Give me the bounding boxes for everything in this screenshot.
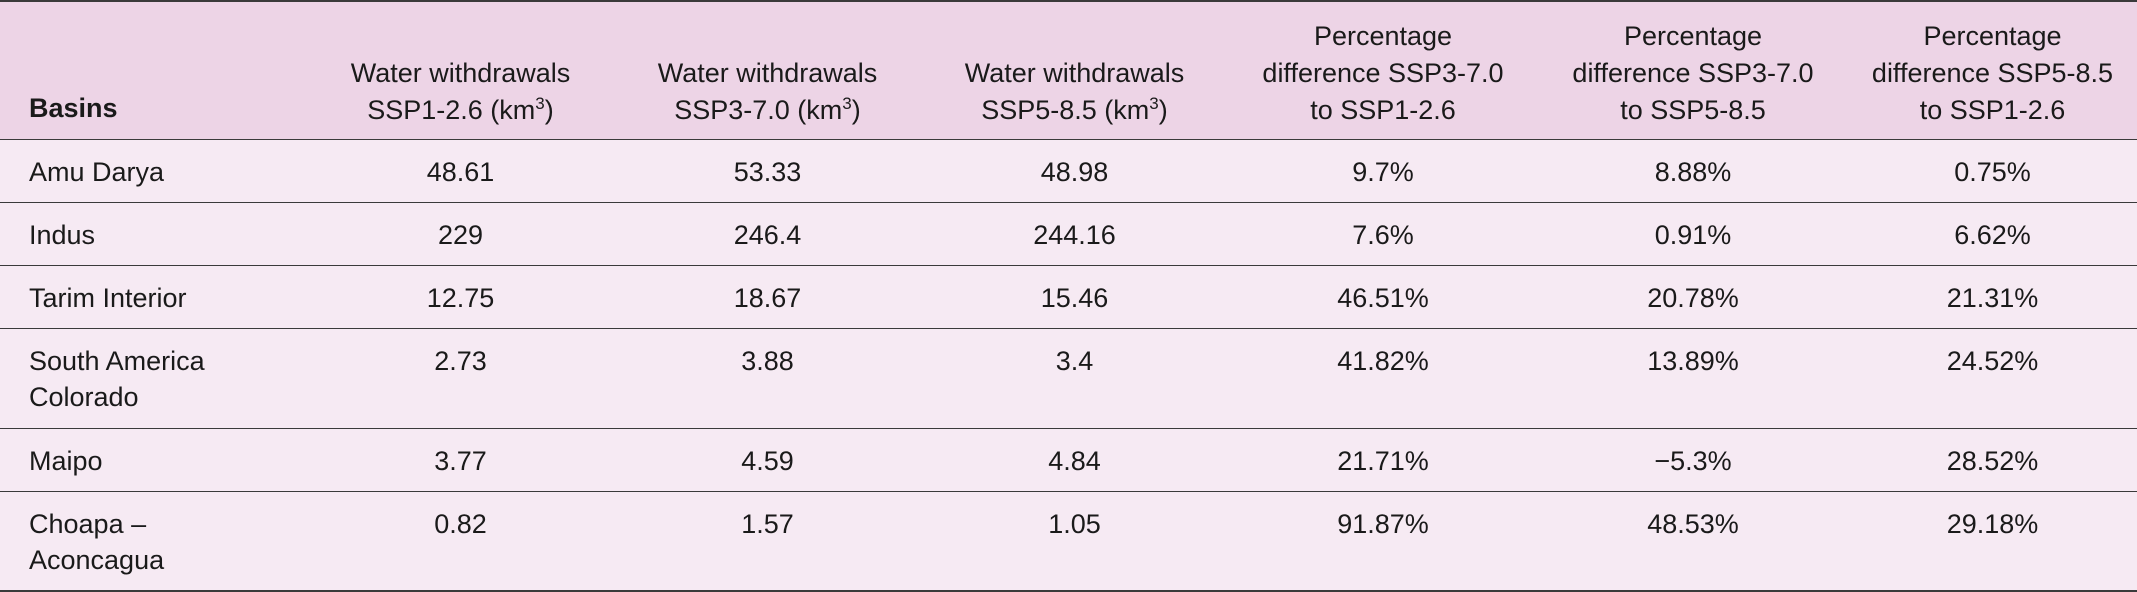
column-header-label: Water withdrawals bbox=[350, 57, 571, 88]
basin-name: South America bbox=[29, 345, 205, 376]
table-cell: 15.46 bbox=[921, 265, 1228, 329]
basin-name-cell: Tarim Interior bbox=[0, 265, 307, 329]
table-cell: 48.53% bbox=[1538, 491, 1848, 592]
column-header-label: ) bbox=[544, 94, 554, 125]
table-row: South America Colorado 2.73 3.88 3.4 41.8… bbox=[0, 328, 2137, 429]
column-header-label: Percentage bbox=[1313, 20, 1453, 51]
table-cell: 48.61 bbox=[307, 139, 614, 203]
table-cell: 1.05 bbox=[921, 491, 1228, 592]
column-header-label: SSP1-2.6 (km bbox=[367, 94, 536, 125]
column-header-label: Percentage bbox=[1923, 20, 2062, 51]
column-header-label: to SSP1-2.6 bbox=[1310, 94, 1456, 125]
column-header-label: Water withdrawals bbox=[657, 57, 878, 88]
column-header-label: difference SSP3-7.0 bbox=[1572, 57, 1814, 88]
table-cell: 13.89% bbox=[1538, 328, 1848, 429]
column-header-label: to SSP1-2.6 bbox=[1919, 94, 2066, 125]
basin-name-line2: Aconcagua bbox=[29, 544, 165, 575]
table-row: Maipo 3.77 4.59 4.84 21.71% −5.3% 28.52% bbox=[0, 428, 2137, 492]
table-row: Indus 229 246.4 244.16 7.6% 0.91% 6.62% bbox=[0, 202, 2137, 266]
column-header-label: to SSP5-8.5 bbox=[1620, 94, 1766, 125]
table-cell: 1.57 bbox=[614, 491, 921, 592]
basin-name: Amu Darya bbox=[29, 156, 165, 187]
table-cell: 21.71% bbox=[1228, 428, 1538, 492]
basin-name-line2: Colorado bbox=[29, 381, 139, 412]
table-row: Amu Darya 48.61 53.33 48.98 9.7% 8.88% 0… bbox=[0, 139, 2137, 203]
table-cell: 8.88% bbox=[1538, 139, 1848, 203]
table-cell: 18.67 bbox=[614, 265, 921, 329]
column-header-ssp5-withdrawals: Water withdrawals SSP5-8.5 (km3) bbox=[921, 0, 1228, 140]
basin-name-cell: Amu Darya bbox=[0, 139, 307, 203]
basin-name: Indus bbox=[29, 219, 96, 250]
table-cell: 12.75 bbox=[307, 265, 614, 329]
table-row: Choapa – Aconcagua 0.82 1.57 1.05 91.87% … bbox=[0, 491, 2137, 592]
column-header-label: Basins bbox=[29, 92, 118, 123]
table-cell: 48.98 bbox=[921, 139, 1228, 203]
column-header-pct-ssp3-to-ssp5: Percentage difference SSP3-7.0 to SSP5-8… bbox=[1538, 0, 1848, 140]
table-cell: 6.62% bbox=[1848, 202, 2137, 266]
column-header-pct-ssp3-to-ssp1: Percentage difference SSP3-7.0 to SSP1-2… bbox=[1228, 0, 1538, 140]
table-cell: 7.6% bbox=[1228, 202, 1538, 266]
table-cell: 41.82% bbox=[1228, 328, 1538, 429]
table-cell: 0.82 bbox=[307, 491, 614, 592]
table-cell: 91.87% bbox=[1228, 491, 1538, 592]
column-header-label: Percentage bbox=[1623, 20, 1763, 51]
table-cell: 0.75% bbox=[1848, 139, 2137, 203]
table-cell: 28.52% bbox=[1848, 428, 2137, 492]
column-header-pct-ssp5-to-ssp1: Percentage difference SSP5-8.5 to SSP1-2… bbox=[1848, 0, 2137, 140]
basin-name: Maipo bbox=[29, 445, 103, 476]
column-header-label: difference SSP3-7.0 bbox=[1262, 57, 1504, 88]
column-header-basins: Basins bbox=[0, 0, 307, 140]
table-cell: 0.91% bbox=[1538, 202, 1848, 266]
table-cell: 4.84 bbox=[921, 428, 1228, 492]
unit-superscript: 3 bbox=[842, 93, 852, 113]
column-header-ssp3-withdrawals: Water withdrawals SSP3-7.0 (km3) bbox=[614, 0, 921, 140]
unit-superscript: 3 bbox=[1149, 93, 1159, 113]
table-cell: 9.7% bbox=[1228, 139, 1538, 203]
basin-name-cell: Indus bbox=[0, 202, 307, 266]
table-cell: 229 bbox=[307, 202, 614, 266]
table-cell: 53.33 bbox=[614, 139, 921, 203]
table-cell: 246.4 bbox=[614, 202, 921, 266]
table-cell: 21.31% bbox=[1848, 265, 2137, 329]
column-header-label: difference SSP5-8.5 bbox=[1871, 57, 2114, 88]
table-cell: 3.88 bbox=[614, 328, 921, 429]
basin-name-cell: Maipo bbox=[0, 428, 307, 492]
table-cell: 46.51% bbox=[1228, 265, 1538, 329]
table-header-row: Basins Water withdrawals SSP1-2.6 (km3) … bbox=[0, 0, 2137, 140]
column-header-label: SSP5-8.5 (km bbox=[981, 94, 1150, 125]
table-cell: 244.16 bbox=[921, 202, 1228, 266]
column-header-label: ) bbox=[1158, 94, 1168, 125]
basin-name-cell: South America Colorado bbox=[0, 328, 307, 429]
table-cell: −5.3% bbox=[1538, 428, 1848, 492]
table-cell: 3.4 bbox=[921, 328, 1228, 429]
column-header-label: ) bbox=[851, 94, 861, 125]
table-cell: 29.18% bbox=[1848, 491, 2137, 592]
unit-superscript: 3 bbox=[535, 93, 545, 113]
table-cell: 4.59 bbox=[614, 428, 921, 492]
table-cell: 24.52% bbox=[1848, 328, 2137, 429]
table-cell: 20.78% bbox=[1538, 265, 1848, 329]
basin-name-cell: Choapa – Aconcagua bbox=[0, 491, 307, 592]
table-row: Tarim Interior 12.75 18.67 15.46 46.51% … bbox=[0, 265, 2137, 329]
column-header-ssp1-withdrawals: Water withdrawals SSP1-2.6 (km3) bbox=[307, 0, 614, 140]
basin-name: Tarim Interior bbox=[29, 282, 187, 313]
column-header-label: SSP3-7.0 (km bbox=[674, 94, 843, 125]
basin-name: Choapa – bbox=[29, 508, 147, 539]
column-header-label: Water withdrawals bbox=[964, 57, 1185, 88]
table-cell: 2.73 bbox=[307, 328, 614, 429]
table-cell: 3.77 bbox=[307, 428, 614, 492]
